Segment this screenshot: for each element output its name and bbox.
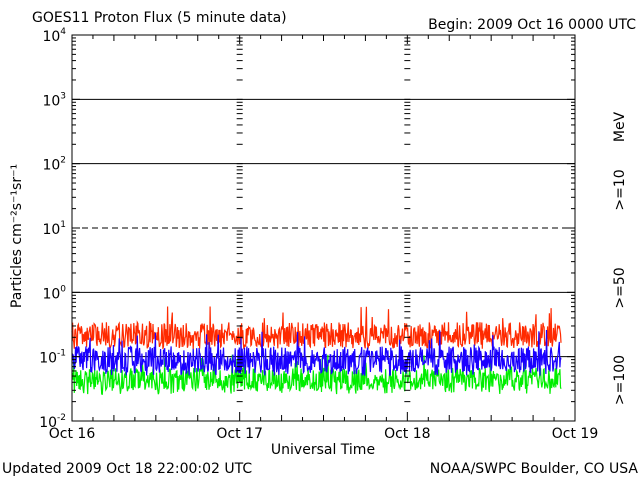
y-tick-label-4: 104 [42,27,66,45]
y-tick-label-1: 101 [42,220,66,238]
y-tick-label--2: 10-2 [39,413,66,431]
y-tick-label-0: 100 [42,284,66,302]
y-tick-label-2: 102 [42,156,66,174]
chart-title: GOES11 Proton Flux (5 minute data) [32,10,287,26]
legend-unit: MeV [612,111,628,142]
x-tick-label: Oct 16 [49,426,96,442]
credit-label: NOAA/SWPC Boulder, CO USA [430,461,639,477]
y-tick-labels: 104 103 102 101 100 10-1 10-2 [39,27,66,431]
x-tick-label: Oct 19 [552,426,598,442]
legend-entry-ge50: >=50 [612,267,628,308]
y-axis-label: Particles cm⁻²s⁻¹sr⁻¹ [9,164,25,308]
axis-ticks [71,35,576,422]
series-layer [71,306,562,396]
updated-timestamp: Updated 2009 Oct 18 22:00:02 UTC [2,461,252,477]
x-tick-labels: Oct 16 Oct 17 Oct 18 Oct 19 [49,426,598,442]
begin-time-label: Begin: 2009 Oct 16 0000 UTC [428,17,636,33]
x-axis-label: Universal Time [271,442,375,458]
series-line-ge100 [71,354,562,396]
series-line-ge50 [71,329,562,376]
series-line-ge10 [71,306,562,350]
x-tick-label: Oct 17 [216,426,262,442]
x-tick-label: Oct 18 [384,426,430,442]
y-tick-label-3: 103 [42,91,66,109]
legend-entry-ge100: >=100 [612,355,628,405]
legend: MeV >=10 >=50 >=100 [612,111,628,405]
legend-entry-ge10: >=10 [612,169,628,210]
grid-lines [72,98,575,358]
y-tick-label--1: 10-1 [39,349,66,367]
